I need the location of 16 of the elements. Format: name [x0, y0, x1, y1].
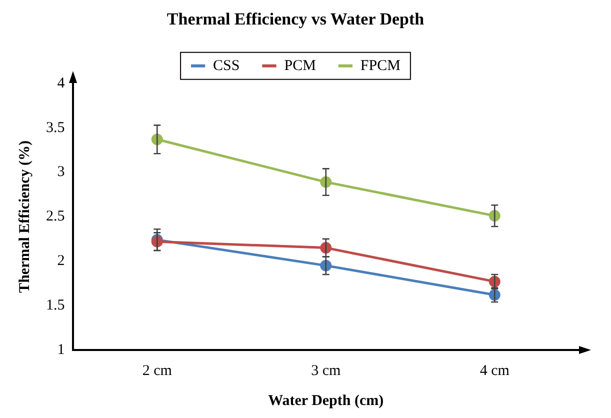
y-tick-label: 3 — [57, 164, 65, 180]
y-tick-label: 2.5 — [46, 208, 65, 225]
y-tick-label: 2 — [57, 253, 65, 270]
y-tick-label: 1 — [57, 342, 65, 358]
legend-label: FPCM — [360, 58, 400, 74]
y-tick-label: 4 — [57, 75, 66, 92]
chart-title: Thermal Efficiency vs Water Depth — [166, 10, 425, 29]
x-tick-label: 3 cm — [311, 362, 341, 379]
legend-label: CSS — [213, 58, 240, 74]
y-tick-label: 3.5 — [46, 120, 65, 136]
x-tick-label: 4 cm — [480, 362, 510, 379]
legend-label: PCM — [284, 58, 316, 74]
x-axis-title: Water Depth (cm) — [268, 392, 384, 409]
y-tick-label: 1.5 — [46, 298, 65, 314]
y-axis-title: Thermal Efficiency (%) — [16, 140, 33, 293]
x-tick-label: 2 cm — [142, 362, 172, 379]
